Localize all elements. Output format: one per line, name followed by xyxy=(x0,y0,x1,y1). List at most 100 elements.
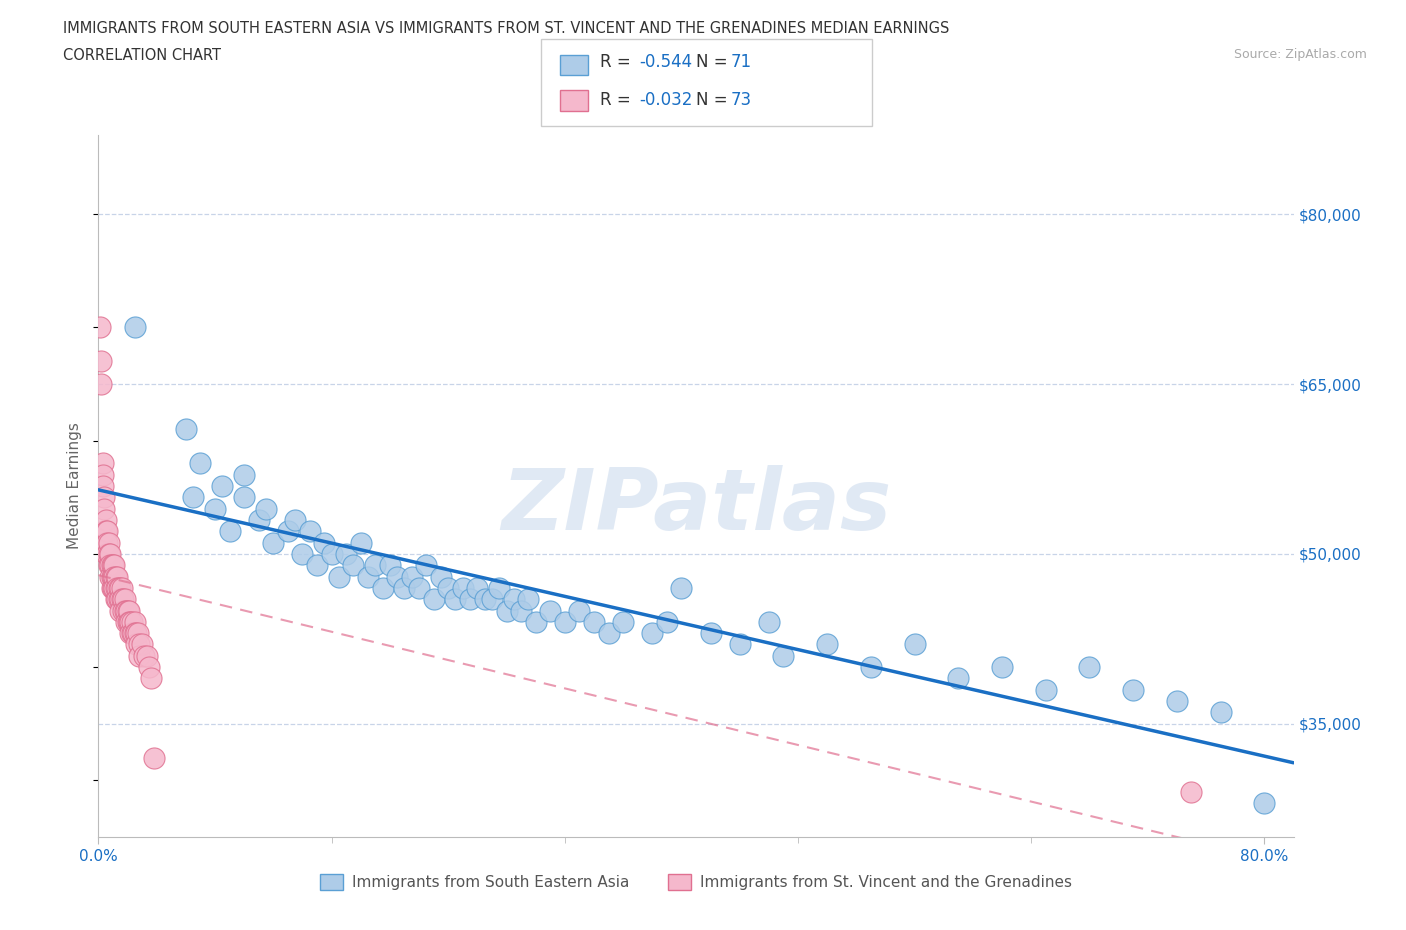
Point xyxy=(495,603,517,618)
Point xyxy=(131,637,153,652)
Text: R =: R = xyxy=(600,90,631,109)
Point xyxy=(437,580,460,595)
Point xyxy=(247,512,270,527)
Point xyxy=(254,501,277,516)
Point xyxy=(568,603,591,618)
Text: -0.544: -0.544 xyxy=(640,53,693,72)
Point xyxy=(328,569,350,584)
Point xyxy=(118,603,141,618)
Text: N =: N = xyxy=(696,53,727,72)
Point xyxy=(582,615,605,630)
Point xyxy=(100,569,122,584)
Point xyxy=(101,580,124,595)
Point xyxy=(190,456,212,471)
Point xyxy=(90,354,112,369)
Legend: Immigrants from South Eastern Asia, Immigrants from St. Vincent and the Grenadin: Immigrants from South Eastern Asia, Immi… xyxy=(314,868,1078,897)
Point xyxy=(903,637,925,652)
Point xyxy=(502,591,524,606)
Point xyxy=(128,637,150,652)
Point xyxy=(97,558,120,573)
Text: IMMIGRANTS FROM SOUTH EASTERN ASIA VS IMMIGRANTS FROM ST. VINCENT AND THE GRENAD: IMMIGRANTS FROM SOUTH EASTERN ASIA VS IM… xyxy=(63,21,949,36)
Point xyxy=(510,603,533,618)
Point xyxy=(135,648,157,663)
Point xyxy=(108,580,131,595)
Point xyxy=(218,524,240,538)
Point xyxy=(314,535,336,550)
Point xyxy=(114,591,136,606)
Point xyxy=(1122,683,1144,698)
Point xyxy=(948,671,970,686)
Point xyxy=(1253,795,1275,810)
Point xyxy=(103,569,125,584)
Text: N =: N = xyxy=(696,90,727,109)
Point xyxy=(118,615,141,630)
Point xyxy=(598,626,620,641)
Point xyxy=(655,615,678,630)
Point xyxy=(93,490,115,505)
Point xyxy=(401,569,423,584)
Point xyxy=(96,547,118,562)
Point xyxy=(305,558,328,573)
Point xyxy=(124,320,146,335)
Point xyxy=(538,603,561,618)
Point xyxy=(1180,784,1202,799)
Point xyxy=(105,569,128,584)
Point xyxy=(517,591,540,606)
Text: 73: 73 xyxy=(731,90,752,109)
Point xyxy=(262,535,284,550)
Point xyxy=(97,547,120,562)
Point xyxy=(181,490,204,505)
Point xyxy=(94,512,117,527)
Point xyxy=(277,524,299,538)
Point xyxy=(1035,683,1057,698)
Point xyxy=(699,626,721,641)
Y-axis label: Median Earnings: Median Earnings xyxy=(67,422,83,550)
Point xyxy=(357,569,380,584)
Point xyxy=(122,626,145,641)
Point xyxy=(94,524,117,538)
Point xyxy=(394,580,416,595)
Point xyxy=(98,569,121,584)
Point xyxy=(98,547,121,562)
Point xyxy=(103,580,125,595)
Point xyxy=(211,479,233,494)
Point xyxy=(408,580,430,595)
Point xyxy=(321,547,343,562)
Point xyxy=(124,626,146,641)
Point xyxy=(991,659,1014,674)
Point xyxy=(100,580,122,595)
Point xyxy=(415,558,437,573)
Point xyxy=(101,569,124,584)
Point xyxy=(96,535,118,550)
Point xyxy=(96,524,118,538)
Point xyxy=(481,591,503,606)
Point xyxy=(111,580,134,595)
Point xyxy=(117,603,139,618)
Point xyxy=(104,569,127,584)
Point xyxy=(98,558,121,573)
Point xyxy=(127,626,149,641)
Point xyxy=(105,591,128,606)
Point xyxy=(125,637,148,652)
Text: ZIPatlas: ZIPatlas xyxy=(501,466,891,549)
Point xyxy=(94,547,117,562)
Point xyxy=(298,524,321,538)
Point xyxy=(139,671,162,686)
Point xyxy=(111,591,134,606)
Point xyxy=(815,637,838,652)
Point xyxy=(350,535,373,550)
Point xyxy=(97,535,120,550)
Point xyxy=(378,558,401,573)
Point xyxy=(291,547,314,562)
Point xyxy=(94,535,117,550)
Text: R =: R = xyxy=(600,53,631,72)
Point xyxy=(124,615,146,630)
Point xyxy=(120,626,142,641)
Point xyxy=(612,615,634,630)
Point xyxy=(371,580,394,595)
Point xyxy=(641,626,664,641)
Point xyxy=(1078,659,1101,674)
Point xyxy=(121,626,143,641)
Point xyxy=(125,626,148,641)
Point xyxy=(110,591,132,606)
